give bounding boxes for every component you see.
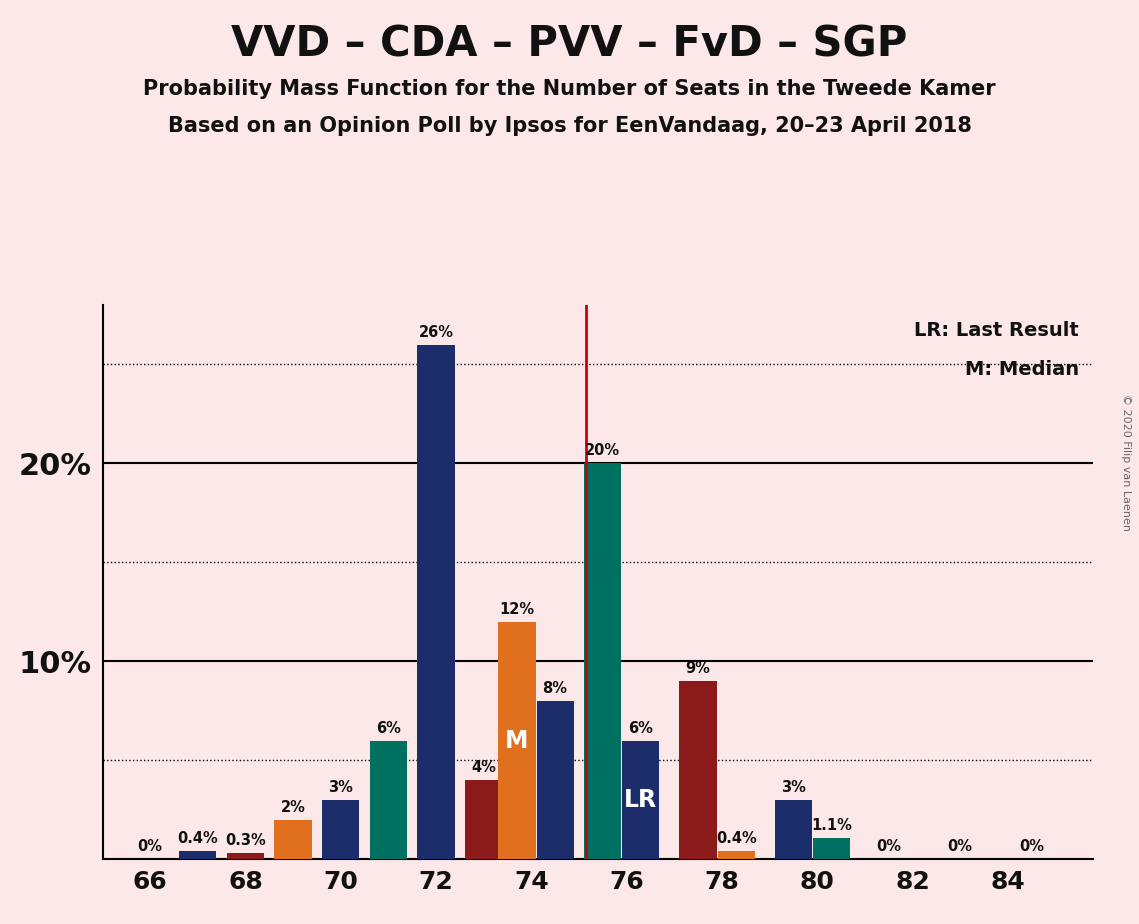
Bar <box>813 837 850 859</box>
Bar <box>274 820 312 859</box>
Text: 0.4%: 0.4% <box>715 832 756 846</box>
Bar <box>622 740 659 859</box>
Text: © 2020 Filip van Laenen: © 2020 Filip van Laenen <box>1121 394 1131 530</box>
Bar <box>322 800 359 859</box>
Text: 6%: 6% <box>629 721 654 736</box>
Text: VVD – CDA – PVV – FvD – SGP: VVD – CDA – PVV – FvD – SGP <box>231 23 908 65</box>
Text: 0%: 0% <box>138 839 163 855</box>
Bar <box>584 463 621 859</box>
Text: 0%: 0% <box>948 839 973 855</box>
Text: 0.4%: 0.4% <box>178 832 219 846</box>
Text: 6%: 6% <box>376 721 401 736</box>
Text: M: Median: M: Median <box>965 360 1079 380</box>
Text: 26%: 26% <box>418 324 453 340</box>
Bar <box>680 681 716 859</box>
Bar <box>499 622 535 859</box>
Text: 0%: 0% <box>1019 839 1044 855</box>
Text: 12%: 12% <box>499 602 534 617</box>
Text: LR: Last Result: LR: Last Result <box>915 321 1079 340</box>
Bar <box>370 740 407 859</box>
Bar <box>536 701 574 859</box>
Text: 20%: 20% <box>585 444 621 458</box>
Text: 3%: 3% <box>328 780 353 795</box>
Bar <box>465 780 502 859</box>
Bar <box>775 800 812 859</box>
Text: 1.1%: 1.1% <box>811 818 852 833</box>
Text: 8%: 8% <box>542 681 567 696</box>
Text: 3%: 3% <box>781 780 805 795</box>
Bar <box>179 851 216 859</box>
Text: 0%: 0% <box>876 839 901 855</box>
Text: M: M <box>506 728 528 752</box>
Text: 2%: 2% <box>280 800 305 815</box>
Text: 0.3%: 0.3% <box>226 833 265 848</box>
Text: LR: LR <box>624 788 657 812</box>
Bar <box>417 345 454 859</box>
Text: 9%: 9% <box>686 662 711 676</box>
Text: 4%: 4% <box>472 760 497 775</box>
Bar <box>718 851 755 859</box>
Text: Based on an Opinion Poll by Ipsos for EenVandaag, 20–23 April 2018: Based on an Opinion Poll by Ipsos for Ee… <box>167 116 972 136</box>
Bar <box>227 854 264 859</box>
Text: Probability Mass Function for the Number of Seats in the Tweede Kamer: Probability Mass Function for the Number… <box>144 79 995 99</box>
